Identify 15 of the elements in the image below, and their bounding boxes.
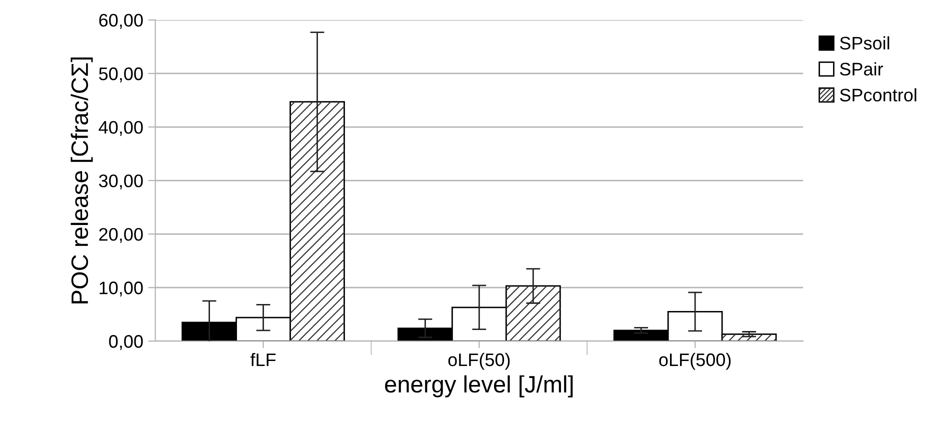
- y-tick-label: 20,00: [99, 228, 143, 243]
- y-tick-label: 30,00: [99, 174, 143, 190]
- x-tick-label: oLF(50): [448, 352, 510, 370]
- x-tick-label: fLF: [250, 352, 276, 366]
- x-axis-title: energy level [J/ml]: [385, 375, 573, 398]
- legend-label: SPsoil: [840, 36, 890, 50]
- y-tick-label: 40,00: [98, 120, 143, 136]
- x-tick-label: oLF(500): [659, 352, 731, 370]
- legend-label: SPair: [840, 62, 884, 76]
- y-tick-label: 60,00: [99, 14, 143, 29]
- y-tick-label: 0,00: [109, 335, 143, 350]
- y-tick-label: 50,00: [99, 67, 143, 82]
- legend-label: SPcontrol: [840, 88, 916, 102]
- y-axis-title: POC release [Cfrac/CΣ]: [70, 57, 93, 304]
- y-tick-label: 10,00: [100, 282, 143, 296]
